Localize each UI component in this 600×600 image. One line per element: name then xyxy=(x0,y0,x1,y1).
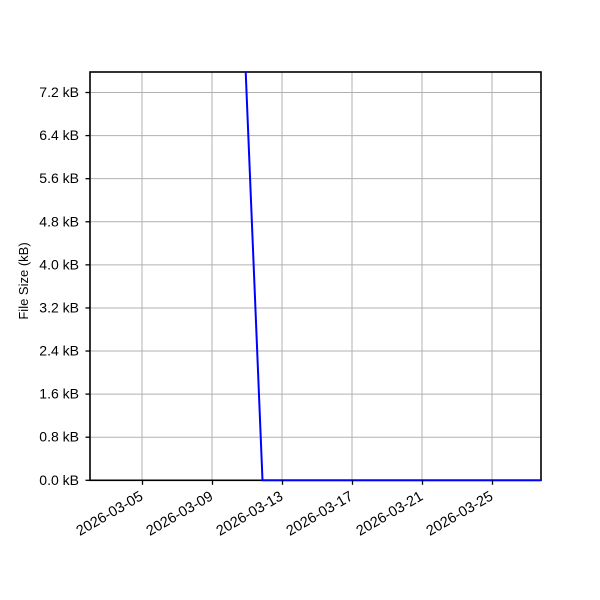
svg-text:4.0 kB: 4.0 kB xyxy=(39,256,79,272)
svg-text:5.6 kB: 5.6 kB xyxy=(39,170,79,186)
svg-text:2026-03-17: 2026-03-17 xyxy=(284,489,356,540)
svg-text:0.0 kB: 0.0 kB xyxy=(39,472,79,488)
svg-text:2026-03-09: 2026-03-09 xyxy=(144,489,216,540)
svg-text:File Size (kB): File Size (kB) xyxy=(16,242,31,319)
svg-text:2.4 kB: 2.4 kB xyxy=(39,343,79,359)
svg-text:7.2 kB: 7.2 kB xyxy=(39,84,79,100)
svg-text:2026-03-21: 2026-03-21 xyxy=(354,489,426,540)
svg-text:0.8 kB: 0.8 kB xyxy=(39,429,79,445)
svg-text:2026-03-05: 2026-03-05 xyxy=(74,489,146,540)
svg-text:6.4 kB: 6.4 kB xyxy=(39,127,79,143)
svg-text:4.8 kB: 4.8 kB xyxy=(39,213,79,229)
svg-text:3.2 kB: 3.2 kB xyxy=(39,299,79,315)
svg-text:2026-03-13: 2026-03-13 xyxy=(214,489,286,540)
svg-text:1.6 kB: 1.6 kB xyxy=(39,386,79,402)
svg-text:2026-03-25: 2026-03-25 xyxy=(424,489,496,540)
